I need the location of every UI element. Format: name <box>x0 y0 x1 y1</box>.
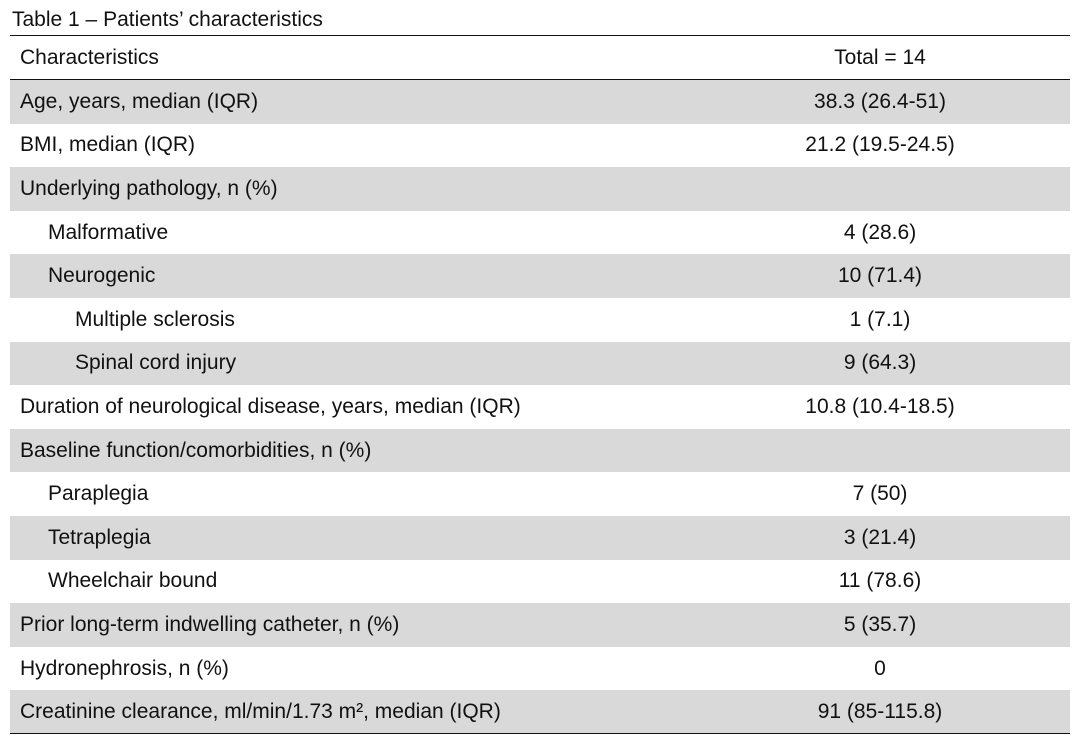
row-label: Wheelchair bound <box>48 569 218 593</box>
table-row: BMI, median (IQR) 21.2 (19.5-24.5) <box>10 124 1070 168</box>
row-value: 7 (50) <box>852 482 908 506</box>
table-row: Tetraplegia 3 (21.4) <box>10 515 1070 560</box>
row-label: Neurogenic <box>48 264 156 288</box>
table-header-row: Characteristics Total = 14 <box>10 36 1070 80</box>
row-value: 21.2 (19.5-24.5) <box>805 133 955 157</box>
table-row: Paraplegia 7 (50) <box>10 472 1070 516</box>
table-caption: Table 1 – Patients’ characteristics <box>10 0 1070 36</box>
table-row: Age, years, median (IQR) 38.3 (26.4-51) <box>10 80 1070 124</box>
header-total: Total = 14 <box>834 45 926 69</box>
row-label: Malformative <box>48 220 169 244</box>
row-label: Age, years, median (IQR) <box>20 89 259 113</box>
row-label: Hydronephrosis, n (%) <box>20 656 229 680</box>
row-value: 10.8 (10.4-18.5) <box>805 394 955 418</box>
row-label: Underlying pathology, n (%) <box>20 176 278 200</box>
table-row: Multiple sclerosis 1 (7.1) <box>10 298 1070 342</box>
table-row: Hydronephrosis, n (%) 0 <box>10 647 1070 691</box>
row-label: Tetraplegia <box>48 525 151 549</box>
row-value: 0 <box>874 656 886 680</box>
table-row: Spinal cord injury 9 (64.3) <box>10 341 1070 386</box>
table-body: Age, years, median (IQR) 38.3 (26.4-51) … <box>10 80 1070 734</box>
header-characteristics: Characteristics <box>20 45 159 69</box>
table-row: Duration of neurological disease, years,… <box>10 385 1070 429</box>
row-label: Paraplegia <box>48 482 149 506</box>
row-label: Spinal cord injury <box>75 351 237 375</box>
table-row: Wheelchair bound 11 (78.6) <box>10 560 1070 604</box>
row-label: Creatinine clearance, ml/min/1.73 m², me… <box>20 699 501 723</box>
row-value: 91 (85-115.8) <box>817 699 943 723</box>
row-value: 10 (71.4) <box>837 264 923 288</box>
row-value: 4 (28.6) <box>843 220 917 244</box>
row-label: Multiple sclerosis <box>75 307 235 331</box>
row-value: 38.3 (26.4-51) <box>814 89 946 113</box>
row-label: BMI, median (IQR) <box>20 133 196 157</box>
table-row: Baseline function/comorbidities, n (%) <box>10 428 1070 473</box>
table-row: Prior long-term indwelling catheter, n (… <box>10 603 1070 647</box>
table-row: Neurogenic 10 (71.4) <box>10 254 1070 298</box>
row-value: 9 (64.3) <box>843 351 917 375</box>
table-row: Creatinine clearance, ml/min/1.73 m², me… <box>10 690 1070 734</box>
row-label: Baseline function/comorbidities, n (%) <box>20 438 372 462</box>
row-label: Prior long-term indwelling catheter, n (… <box>20 612 400 636</box>
table-row: Malformative 4 (28.6) <box>10 211 1070 255</box>
row-value: 11 (78.6) <box>838 569 922 593</box>
row-value: 5 (35.7) <box>843 612 917 636</box>
row-value: 3 (21.4) <box>843 525 917 549</box>
row-label: Duration of neurological disease, years,… <box>20 394 521 418</box>
table-row: Underlying pathology, n (%) <box>10 167 1070 211</box>
row-value: 1 (7.1) <box>849 307 911 331</box>
